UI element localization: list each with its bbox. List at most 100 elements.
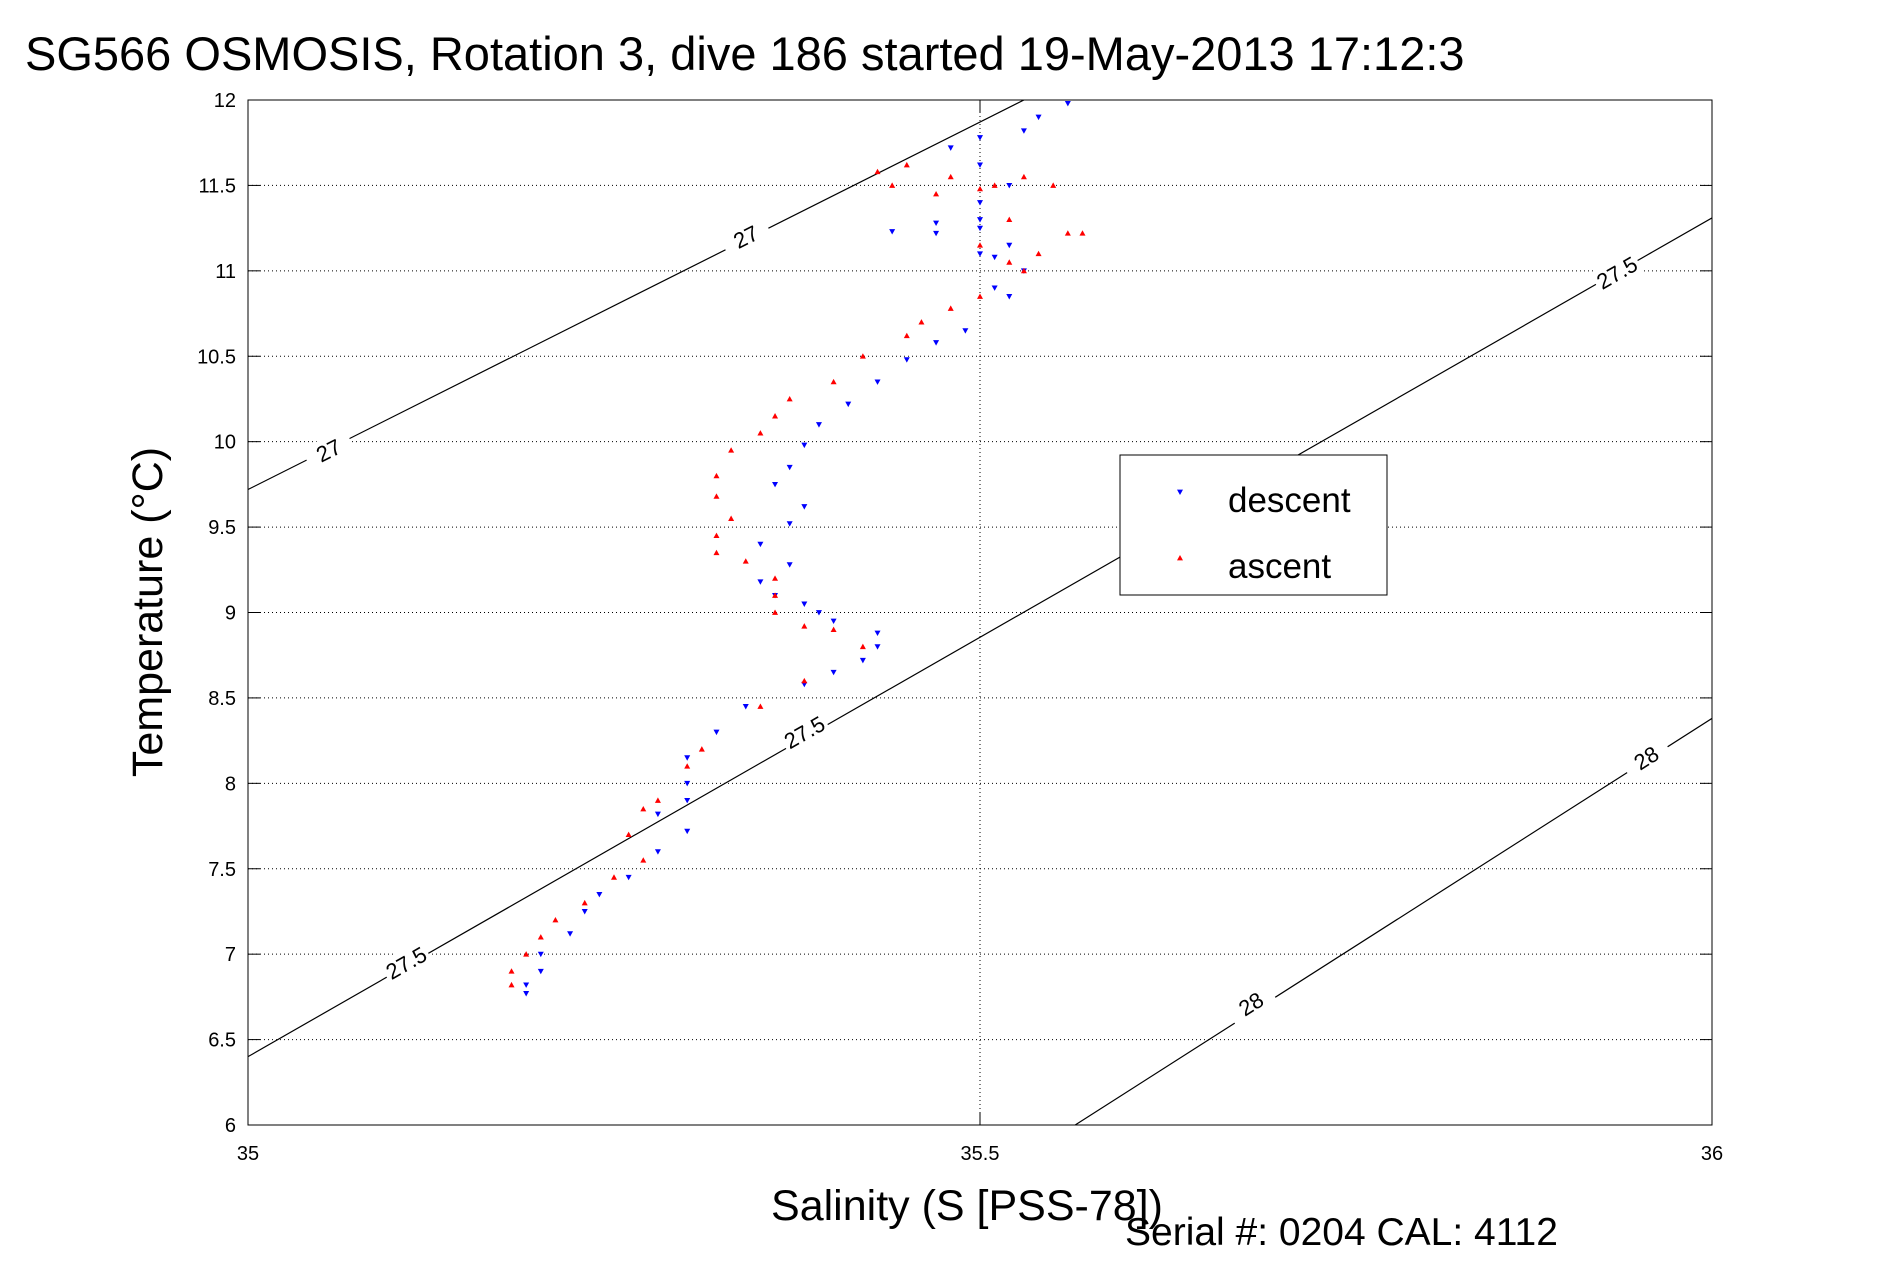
ascent-point xyxy=(786,395,793,402)
descent-point xyxy=(977,251,983,257)
ascent-point xyxy=(1050,182,1057,188)
descent-point xyxy=(537,951,544,958)
y-tick-label: 11 xyxy=(215,261,236,283)
y-tick-label: 11.5 xyxy=(199,175,236,197)
legend-descent-label: descent xyxy=(1228,481,1351,520)
ascent-point xyxy=(1079,230,1086,236)
ascent-point xyxy=(640,857,647,863)
descent-point xyxy=(537,968,544,975)
ascent-point xyxy=(713,532,720,539)
ascent-point xyxy=(537,934,544,940)
ascent-point xyxy=(947,173,954,180)
descent-point xyxy=(581,909,588,915)
descent-point xyxy=(815,422,822,428)
descent-point xyxy=(1035,114,1042,121)
ascent-point xyxy=(1035,250,1042,257)
ascent-point xyxy=(947,305,954,311)
y-axis-ticks: 6 6.5 7 7.5 8 8.5 9 9.5 10 10.5 11 11.5 12 xyxy=(197,90,1712,1137)
descent-point xyxy=(684,755,691,761)
grid-lines xyxy=(248,100,1712,1125)
descent-point xyxy=(933,230,940,237)
legend: descent ascent xyxy=(1119,454,1388,596)
ascent-point xyxy=(552,917,559,923)
x-axis-ticks: 35 35.5 36 xyxy=(237,100,1723,1165)
contour-label-bg xyxy=(718,214,774,260)
descent-point xyxy=(654,849,661,855)
descent-point xyxy=(991,254,998,261)
ascent-point xyxy=(772,609,779,615)
descent-point xyxy=(1006,183,1013,189)
x-tick-label: 36 xyxy=(1701,1143,1723,1165)
ascent-point xyxy=(933,190,940,197)
legend-ascent-label: ascent xyxy=(1228,547,1331,586)
ascent-point xyxy=(859,353,866,359)
descent-point xyxy=(596,891,603,898)
ascent-point xyxy=(772,575,779,581)
ascent-point xyxy=(1020,267,1027,274)
contour-line-27 xyxy=(248,100,1025,491)
ascent-point xyxy=(684,763,691,769)
ascent-point xyxy=(728,515,735,521)
descent-point xyxy=(1006,242,1013,249)
descent-point xyxy=(933,220,940,226)
descent-point xyxy=(903,357,910,363)
ascent-point xyxy=(713,549,720,556)
descent-point xyxy=(1064,101,1071,107)
y-tick-label: 7 xyxy=(225,944,236,966)
ascent-point xyxy=(713,493,720,499)
descent-point xyxy=(1020,128,1027,134)
descent-point xyxy=(977,200,983,206)
ascent-point xyxy=(1064,230,1071,236)
x-axis-label: Salinity (S [PSS-78]) xyxy=(771,1182,1163,1230)
series-ascent xyxy=(508,161,1086,988)
descent-point xyxy=(786,464,793,471)
ascent-point xyxy=(830,378,837,385)
ascent-point xyxy=(713,472,720,479)
descent-point xyxy=(772,481,779,488)
descent-point xyxy=(567,931,574,937)
y-tick-label: 6 xyxy=(225,1115,236,1137)
y-tick-label: 9 xyxy=(225,603,236,625)
ascent-point xyxy=(918,319,925,325)
ascent-point xyxy=(830,626,837,632)
ascent-point xyxy=(977,293,983,299)
y-tick-label: 10 xyxy=(214,432,236,454)
ascent-point xyxy=(1006,216,1013,222)
descent-point xyxy=(815,610,822,616)
ascent-point xyxy=(757,430,764,436)
descent-point xyxy=(757,541,764,548)
x-tick-label: 35 xyxy=(237,1143,259,1165)
descent-point xyxy=(830,618,837,625)
descent-point xyxy=(625,874,632,881)
ascent-point xyxy=(772,592,779,598)
descent-point xyxy=(874,379,881,385)
contour-label-bg xyxy=(1223,979,1279,1028)
descent-point xyxy=(859,657,866,664)
ascent-point xyxy=(581,899,588,906)
contour-label-bg xyxy=(1618,733,1674,782)
descent-point xyxy=(874,630,881,636)
ascent-point xyxy=(859,643,866,650)
descent-point xyxy=(801,601,808,607)
contour-label-bg xyxy=(777,708,832,756)
descent-point xyxy=(742,704,749,710)
descent-point xyxy=(684,828,691,835)
ascent-point xyxy=(977,242,983,248)
descent-point xyxy=(654,811,661,818)
ascent-point xyxy=(903,161,910,168)
contour-label-bg xyxy=(301,427,356,473)
descent-point xyxy=(1006,294,1013,300)
descent-point xyxy=(977,162,983,168)
legend-descent-marker xyxy=(1177,489,1183,495)
x-tick-label: 35.5 xyxy=(961,1143,1000,1165)
descent-point xyxy=(801,442,808,449)
y-tick-label: 9.5 xyxy=(208,517,236,539)
descent-point xyxy=(830,669,837,676)
descent-point xyxy=(977,217,983,223)
ascent-point xyxy=(508,968,515,974)
ascent-point xyxy=(654,797,661,803)
ascent-point xyxy=(1006,259,1013,265)
ascent-point xyxy=(801,623,808,629)
ascent-point xyxy=(640,805,647,812)
